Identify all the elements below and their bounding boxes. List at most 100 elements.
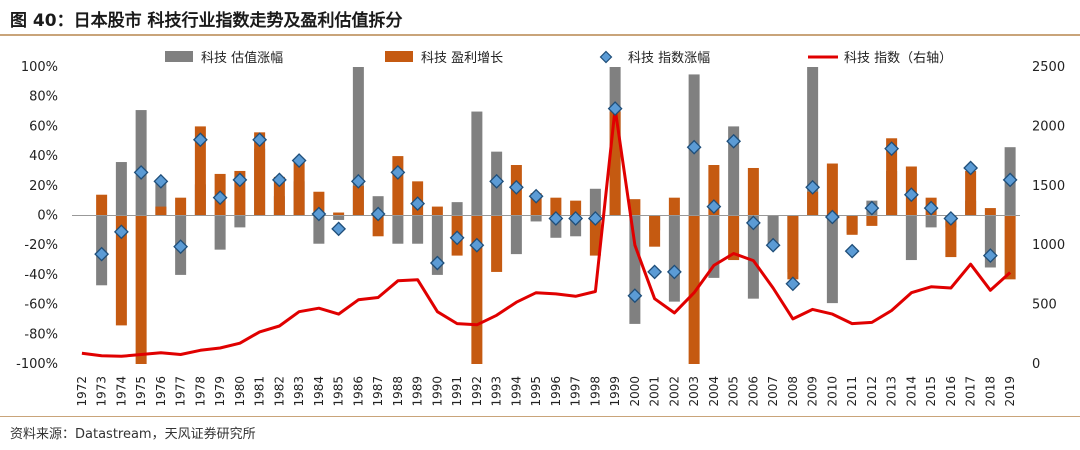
x-tick-label: 1981: [253, 376, 267, 407]
valuation-bar: [708, 215, 720, 278]
earnings-bar: [629, 199, 641, 216]
earnings-bar: [352, 185, 364, 216]
earnings-bar: [708, 165, 720, 216]
index-change-marker: [1002, 172, 1018, 188]
index-change-marker: [133, 165, 149, 180]
x-tick-label: 1983: [292, 376, 306, 407]
index-change-marker: [212, 190, 228, 206]
valuation-bar: [668, 215, 680, 302]
x-tick-label: 2015: [924, 376, 938, 407]
x-tick-label: 1982: [272, 376, 286, 407]
earnings-bar: [984, 208, 996, 216]
valuation-bar: [747, 215, 759, 299]
y2-tick-label: 1000: [1032, 238, 1065, 253]
valuation-bar: [550, 215, 562, 238]
y-tick-label: 40%: [29, 149, 58, 164]
index-change-marker: [627, 288, 643, 304]
earnings-bar: [135, 215, 147, 364]
index-change-marker: [528, 188, 544, 204]
index-change-marker: [113, 224, 129, 240]
legend-label: 科技 指数（右轴）: [844, 51, 952, 66]
x-tick-label: 2004: [707, 376, 721, 407]
valuation-bar: [352, 67, 364, 216]
valuation-bar: [115, 162, 127, 216]
valuation-bar: [313, 215, 325, 244]
x-tick-label: 1979: [213, 376, 227, 407]
earnings-bar: [530, 193, 542, 216]
earnings-bar: [846, 215, 858, 235]
earnings-bar: [965, 170, 977, 216]
index-change-marker: [824, 209, 840, 225]
y-tick-label: -20%: [24, 238, 58, 253]
x-tick-label: 1984: [312, 376, 326, 407]
legend-label: 科技 指数涨幅: [628, 51, 710, 66]
index-change-marker: [350, 173, 366, 189]
earnings-bar: [194, 126, 206, 216]
valuation-bar: [807, 67, 819, 216]
x-tick-label: 2012: [865, 376, 879, 407]
earnings-bar: [747, 167, 759, 216]
footer-divider: [0, 416, 1080, 417]
earnings-bar: [155, 206, 167, 216]
index-change-marker: [864, 200, 880, 216]
index-change-marker: [291, 153, 307, 168]
y-tick-label: -60%: [24, 298, 58, 313]
y-tick-label: 60%: [29, 119, 58, 134]
earnings-bar: [728, 215, 740, 261]
earnings-bar: [807, 191, 819, 216]
earnings-bar: [175, 197, 187, 216]
x-tick-label: 2011: [845, 376, 859, 407]
source-note: 资料来源：Datastream，天风证券研究所: [10, 427, 256, 442]
index-change-marker: [647, 264, 663, 280]
x-tick-label: 2016: [944, 376, 958, 407]
valuation-bar: [905, 215, 917, 261]
index-change-marker: [153, 173, 169, 189]
x-tick-label: 1994: [509, 376, 523, 407]
x-tick-label: 2018: [983, 376, 997, 407]
valuation-bar: [412, 215, 424, 244]
earnings-bar: [96, 194, 108, 216]
title-divider: [0, 34, 1080, 36]
valuation-bar: [333, 215, 345, 220]
index-change-marker: [607, 101, 623, 116]
index-change-marker: [252, 132, 268, 148]
earnings-bar: [826, 163, 838, 216]
index-change-marker: [410, 196, 426, 212]
earnings-bar: [688, 215, 700, 364]
index-change-marker: [331, 221, 347, 237]
x-tick-label: 2017: [964, 376, 978, 407]
valuation-bar: [510, 215, 522, 255]
x-tick-label: 1985: [332, 376, 346, 407]
index-change-marker: [469, 237, 485, 253]
y2-tick-label: 500: [1032, 298, 1057, 313]
x-tick-label: 2009: [806, 376, 820, 407]
valuation-bar: [155, 181, 167, 216]
index-change-marker: [686, 139, 702, 155]
valuation-bar: [530, 215, 542, 222]
earnings-bar: [589, 215, 601, 256]
valuation-bar: [570, 215, 582, 237]
index-change-marker: [706, 199, 722, 215]
earnings-bar: [570, 200, 582, 216]
index-change-marker: [903, 187, 919, 203]
earnings-bar: [609, 111, 621, 216]
earnings-bar: [886, 138, 898, 216]
x-tick-label: 1990: [430, 376, 444, 407]
earnings-bar: [668, 197, 680, 216]
legend: 科技 估值涨幅 科技 盈利增长 科技 指数涨幅 科技 指数（右轴）: [165, 50, 952, 66]
right-axis-ticks: 0 500 1000 1500 2000 2500: [1032, 60, 1065, 372]
x-tick-label: 1988: [391, 376, 405, 407]
valuation-bar: [767, 215, 779, 246]
x-tick-label: 1992: [470, 376, 484, 407]
x-tick-label: 1997: [569, 376, 583, 407]
index-change-marker: [370, 206, 386, 222]
x-tick-label: 1993: [490, 376, 504, 407]
y-tick-label: 20%: [29, 179, 58, 194]
x-tick-label: 1989: [411, 376, 425, 407]
legend-label: 科技 估值涨幅: [201, 50, 283, 66]
index-change-marker: [390, 165, 406, 180]
index-change-marker: [311, 206, 327, 222]
index-change-marker: [745, 215, 761, 231]
earnings-bar: [115, 215, 127, 326]
valuation-bar: [431, 215, 443, 275]
